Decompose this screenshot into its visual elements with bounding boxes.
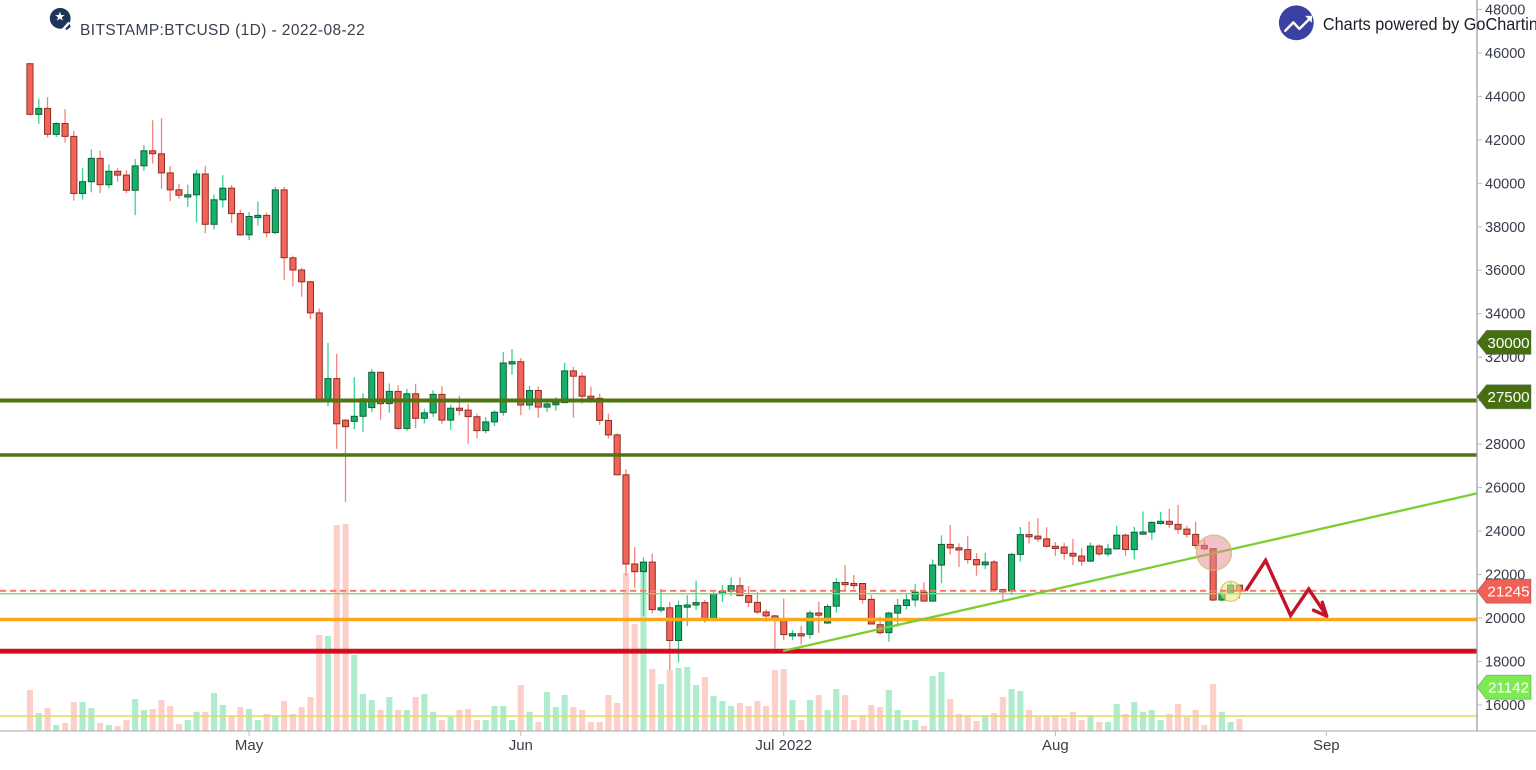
svg-text:38000: 38000 (1485, 220, 1525, 236)
svg-text:44000: 44000 (1485, 89, 1525, 105)
svg-text:Aug: Aug (1042, 737, 1069, 754)
svg-text:40000: 40000 (1485, 176, 1525, 192)
svg-text:42000: 42000 (1485, 133, 1525, 149)
svg-text:Jul 2022: Jul 2022 (755, 737, 812, 754)
svg-text:18000: 18000 (1485, 655, 1525, 671)
svg-text:26000: 26000 (1485, 481, 1525, 497)
svg-text:16000: 16000 (1485, 698, 1525, 714)
svg-text:Jun: Jun (509, 737, 533, 754)
svg-text:Charts powered by GoCharting: Charts powered by GoCharting (1323, 14, 1536, 34)
svg-text:20000: 20000 (1485, 611, 1525, 627)
svg-text:34000: 34000 (1485, 307, 1525, 323)
svg-text:21142: 21142 (1488, 680, 1529, 697)
svg-text:21245: 21245 (1487, 584, 1529, 601)
svg-text:36000: 36000 (1485, 263, 1525, 279)
svg-text:24000: 24000 (1485, 524, 1525, 540)
svg-text:BITSTAMP:BTCUSD (1D) - 2022-08: BITSTAMP:BTCUSD (1D) - 2022-08-22 (80, 22, 365, 39)
svg-text:46000: 46000 (1485, 46, 1525, 62)
svg-text:May: May (235, 737, 264, 754)
svg-text:48000: 48000 (1485, 2, 1525, 18)
svg-text:Sep: Sep (1313, 737, 1340, 754)
svg-text:28000: 28000 (1485, 437, 1525, 453)
svg-text:30000: 30000 (1487, 335, 1529, 352)
svg-text:27500: 27500 (1487, 389, 1529, 406)
